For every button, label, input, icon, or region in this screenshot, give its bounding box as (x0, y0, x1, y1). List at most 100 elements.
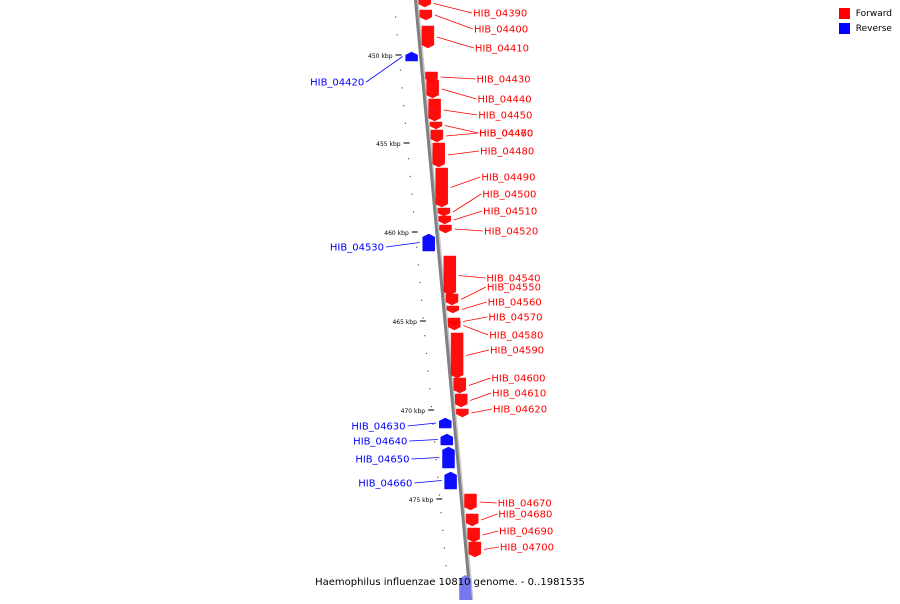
label-HIB_04570: HIB_04570 (488, 313, 542, 324)
leader-HIB_04590 (466, 349, 490, 356)
minor-tick (396, 34, 398, 36)
minor-tick (422, 317, 424, 319)
label-HIB_04580: HIB_04580 (489, 331, 543, 342)
minor-tick (399, 69, 402, 71)
tick-label-470: 470 kbp (401, 408, 426, 415)
leader-HIB_04520 (454, 228, 484, 232)
gene-HIB_04650 (442, 446, 455, 469)
partial-reverse-feature (459, 575, 472, 600)
label-HIB_04700: HIB_04700 (500, 543, 554, 554)
leader-HIB_04640 (409, 439, 438, 442)
minor-tick (395, 16, 397, 18)
gene-HIB_04420 (405, 51, 418, 62)
gene-HIB_04580 (448, 320, 461, 331)
label-HIB_04540: HIB_04540 (486, 274, 540, 285)
gene-HIB_04450 (428, 98, 441, 122)
gene-HIB_04550 (445, 293, 459, 306)
leader-HIB_04430 (440, 76, 476, 80)
minor-tick (411, 193, 413, 195)
gene-HIB_04540 (443, 255, 457, 296)
leader-HIB_04560 (461, 301, 487, 310)
minor-tick (409, 175, 411, 177)
legend-forward: Forward (838, 8, 892, 19)
legend-reverse: Reverse (838, 23, 892, 34)
label-HIB_04670: HIB_04670 (498, 499, 552, 510)
label-HIB_04400: HIB_04400 (474, 25, 528, 36)
label-HIB_04620: HIB_04620 (493, 405, 547, 416)
leader-HIB_04580 (463, 325, 489, 336)
leader-HIB_04540 (458, 275, 486, 279)
minor-tick (408, 158, 410, 160)
gene-HIB_04680 (465, 513, 479, 527)
label-HIB_04640: HIB_04640 (353, 437, 407, 448)
leader-HIB_04600 (468, 377, 491, 386)
leader-HIB_04460 (444, 125, 479, 134)
leader-HIB_04530 (385, 242, 420, 248)
minor-tick (443, 547, 445, 549)
gene-HIB_04390 (418, 0, 432, 8)
gene-HIB_04660 (444, 471, 457, 490)
minor-tick (427, 370, 429, 372)
gene-HIB_04590 (450, 332, 464, 379)
gene-HIB_04410 (421, 25, 435, 49)
gene-HIB_04520 (439, 224, 452, 234)
leader-HIB_04510 (453, 210, 483, 221)
leader-HIB_04570 (462, 316, 488, 322)
minor-tick (412, 211, 415, 213)
gene-HIB_04640 (440, 433, 454, 446)
minor-tick (417, 264, 419, 266)
label-HIB_04390: HIB_04390 (473, 9, 527, 20)
label-HIB_04560: HIB_04560 (488, 298, 542, 309)
legend: Forward Reverse (838, 8, 892, 38)
minor-tick (438, 494, 441, 496)
minor-tick (419, 282, 421, 284)
tick-label-475: 475 kbp (409, 497, 434, 504)
leader-HIB_04400 (434, 14, 474, 30)
leader-HIB_04700 (483, 546, 499, 550)
leader-HIB_04480 (447, 150, 480, 156)
leader-HIB_04620 (471, 408, 493, 414)
label-HIB_04490: HIB_04490 (481, 173, 535, 184)
gene-HIB_04560 (446, 305, 460, 314)
label-HIB_04530: HIB_04530 (330, 243, 384, 254)
label-HIB_04590: HIB_04590 (490, 346, 544, 357)
label-HIB_04660: HIB_04660 (358, 479, 412, 490)
leader-HIB_04690 (482, 530, 499, 536)
label-HIB_04450: HIB_04450 (478, 111, 532, 122)
genome-backbone (413, 0, 473, 604)
label-HIB_04480: HIB_04480 (480, 147, 534, 158)
minor-tick (440, 512, 442, 514)
gene-HIB_04510 (438, 215, 451, 225)
leader-HIB_04500 (452, 193, 482, 213)
leader-HIB_04680 (481, 513, 498, 521)
minor-tick (404, 122, 406, 124)
minor-tick (445, 565, 447, 567)
gene-HIB_04480 (432, 142, 445, 168)
label-HIB_04470: HIB_04470 (479, 129, 533, 140)
gene-HIB_04600 (453, 377, 467, 394)
minor-tick (424, 335, 426, 337)
leader-HIB_04410 (436, 36, 475, 49)
gene-HIB_04400 (419, 9, 433, 21)
minor-tick (421, 299, 423, 301)
gene-HIB_04700 (468, 541, 482, 558)
gene-HIB_04500 (437, 207, 451, 217)
label-HIB_04440: HIB_04440 (477, 95, 531, 106)
leader-HIB_04610 (470, 392, 492, 401)
tick-label-455: 455 kbp (376, 141, 401, 148)
tick-label-460: 460 kbp (384, 230, 409, 237)
label-HIB_04600: HIB_04600 (491, 374, 545, 385)
tick-label-465: 465 kbp (392, 319, 417, 326)
label-HIB_04630: HIB_04630 (351, 422, 405, 433)
forward-swatch (838, 8, 850, 19)
label-HIB_04430: HIB_04430 (476, 75, 530, 86)
label-HIB_04680: HIB_04680 (498, 510, 552, 521)
leader-HIB_04650 (411, 457, 440, 460)
gene-HIB_04440 (426, 79, 439, 99)
label-HIB_04650: HIB_04650 (355, 455, 409, 466)
gene-HIB_04630 (439, 417, 452, 429)
minor-tick (434, 441, 436, 443)
gene-HIB_04670 (464, 493, 477, 511)
